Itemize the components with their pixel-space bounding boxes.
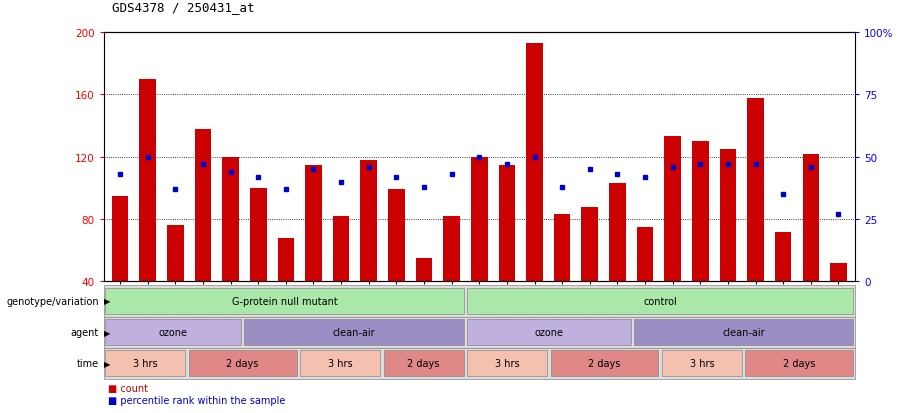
Text: ▶: ▶ [104,328,111,337]
Text: ozone: ozone [535,327,563,337]
Text: G-protein null mutant: G-protein null mutant [231,296,338,306]
Text: 2 days: 2 days [227,358,259,368]
Bar [167,226,184,282]
Bar [333,216,349,282]
Bar [692,142,708,282]
Text: time: time [76,358,99,368]
Bar [554,215,571,282]
Bar [222,157,239,282]
Bar [305,165,322,282]
Text: 3 hrs: 3 hrs [689,358,715,368]
Text: ■ percentile rank within the sample: ■ percentile rank within the sample [108,395,285,405]
Text: GDS4378 / 250431_at: GDS4378 / 250431_at [112,2,255,14]
Bar [526,44,543,282]
Bar [664,137,681,282]
Text: control: control [644,296,677,306]
Text: 2 days: 2 days [783,358,815,368]
Text: clean-air: clean-air [723,327,765,337]
Text: 2 days: 2 days [589,358,621,368]
Bar [250,188,266,282]
Text: 3 hrs: 3 hrs [133,358,158,368]
Bar [581,207,598,282]
Bar [140,80,156,282]
Bar [416,259,432,282]
Bar [112,196,129,282]
Text: clean-air: clean-air [333,327,375,337]
Bar [830,263,847,282]
Bar [803,154,819,282]
Bar [471,157,488,282]
Text: genotype/variation: genotype/variation [6,296,99,306]
Bar [499,165,515,282]
Text: agent: agent [71,327,99,337]
Bar [360,161,377,282]
Bar [444,216,460,282]
Text: 3 hrs: 3 hrs [328,358,353,368]
Bar [636,227,653,282]
Text: ▶: ▶ [104,359,111,368]
Text: ▶: ▶ [104,297,111,306]
Bar [388,190,405,282]
Bar [194,129,212,282]
Text: ozone: ozone [158,327,187,337]
Bar [609,184,626,282]
Text: ■ count: ■ count [108,384,148,394]
Text: 3 hrs: 3 hrs [495,358,519,368]
Bar [720,150,736,282]
Text: 2 days: 2 days [408,358,440,368]
Bar [775,232,791,282]
Bar [277,238,294,282]
Bar [747,98,764,282]
